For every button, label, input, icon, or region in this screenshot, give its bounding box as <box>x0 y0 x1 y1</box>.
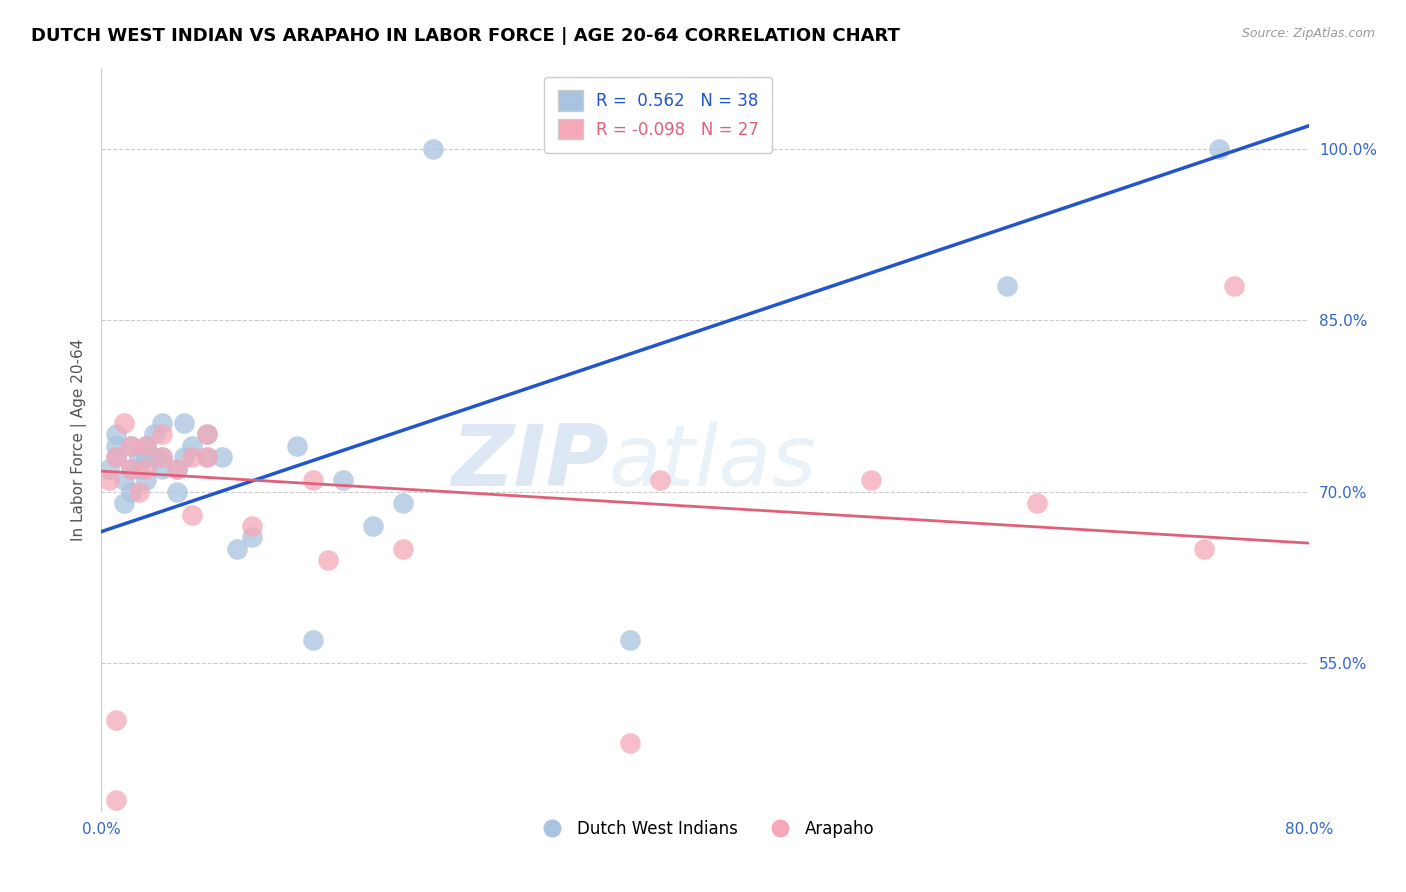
Point <box>180 439 202 453</box>
Point <box>1026 496 1049 510</box>
Point <box>180 508 202 522</box>
Point <box>112 473 135 487</box>
Point <box>648 473 671 487</box>
Point <box>105 714 128 728</box>
Point <box>301 633 323 648</box>
Point <box>135 450 157 465</box>
Point <box>128 450 150 465</box>
Point <box>316 553 339 567</box>
Point <box>112 496 135 510</box>
Point <box>166 462 188 476</box>
Text: ZIP: ZIP <box>451 421 609 504</box>
Point <box>301 473 323 487</box>
Point <box>619 736 641 750</box>
Text: DUTCH WEST INDIAN VS ARAPAHO IN LABOR FORCE | AGE 20-64 CORRELATION CHART: DUTCH WEST INDIAN VS ARAPAHO IN LABOR FO… <box>31 27 900 45</box>
Point <box>150 450 173 465</box>
Point <box>135 439 157 453</box>
Point <box>195 450 218 465</box>
Point <box>135 439 157 453</box>
Point <box>143 450 166 465</box>
Point <box>361 519 384 533</box>
Point <box>120 439 142 453</box>
Point <box>392 496 415 510</box>
Point <box>120 462 142 476</box>
Point <box>105 427 128 442</box>
Point <box>860 473 883 487</box>
Point <box>211 450 233 465</box>
Point <box>135 462 157 476</box>
Point <box>195 427 218 442</box>
Point <box>150 462 173 476</box>
Point <box>105 793 128 807</box>
Legend: Dutch West Indians, Arapaho: Dutch West Indians, Arapaho <box>529 814 882 845</box>
Text: atlas: atlas <box>609 421 817 504</box>
Point <box>135 473 157 487</box>
Point <box>180 450 202 465</box>
Point <box>150 450 173 465</box>
Point <box>112 416 135 430</box>
Point <box>105 450 128 465</box>
Point <box>128 462 150 476</box>
Point <box>195 427 218 442</box>
Point <box>97 473 120 487</box>
Point <box>143 427 166 442</box>
Point <box>120 439 142 453</box>
Point <box>173 416 195 430</box>
Point <box>1222 278 1244 293</box>
Point <box>195 450 218 465</box>
Point <box>150 427 173 442</box>
Point <box>97 462 120 476</box>
Point <box>105 450 128 465</box>
Point <box>422 142 444 156</box>
Point <box>150 416 173 430</box>
Point <box>1192 541 1215 556</box>
Point <box>240 530 263 544</box>
Point <box>392 541 415 556</box>
Point <box>105 439 128 453</box>
Y-axis label: In Labor Force | Age 20-64: In Labor Force | Age 20-64 <box>72 339 87 541</box>
Point <box>995 278 1018 293</box>
Point <box>173 450 195 465</box>
Text: Source: ZipAtlas.com: Source: ZipAtlas.com <box>1241 27 1375 40</box>
Point <box>1208 142 1230 156</box>
Point <box>120 462 142 476</box>
Point <box>166 484 188 499</box>
Point <box>226 541 249 556</box>
Point <box>332 473 354 487</box>
Point <box>287 439 309 453</box>
Point <box>240 519 263 533</box>
Point <box>619 633 641 648</box>
Point <box>120 484 142 499</box>
Point <box>166 462 188 476</box>
Point <box>128 484 150 499</box>
